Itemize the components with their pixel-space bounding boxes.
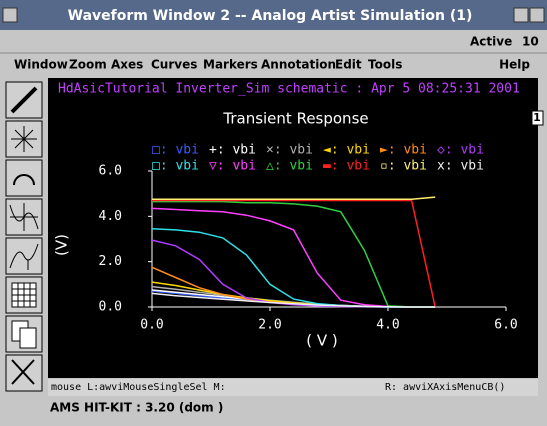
legend-entry: □: vbi <box>152 143 199 158</box>
minimize-button[interactable] <box>513 7 529 23</box>
menu-item[interactable]: Curves <box>151 58 197 72</box>
title-bar <box>0 0 547 30</box>
legend-entry: ▬: vbi <box>323 159 370 174</box>
tool-icon <box>11 126 37 152</box>
footer: AMS HIT-KIT : 3.20 (dom ) <box>50 401 223 415</box>
subwindow-number: 1 <box>533 111 541 124</box>
menu-bar: Window Zoom Axes Curves Markers AnnotationEdi… <box>14 58 402 72</box>
tool-icon <box>11 359 35 385</box>
legend-entry: △: vbi <box>266 159 313 174</box>
x-tick-label: 4.0 <box>376 318 399 333</box>
legend-entry: ◇: vbi <box>437 143 484 158</box>
active-count: 10 <box>522 35 539 49</box>
window-title: Waveform Window 2 -- Analog Artist Simul… <box>68 8 473 24</box>
menu-item[interactable]: Tools <box>368 58 402 72</box>
plot-header: HdAsicTutorial Inverter_Sim schematic : … <box>58 82 520 97</box>
menu-item[interactable]: Window <box>14 58 68 72</box>
menu-item[interactable]: Axes <box>111 58 143 72</box>
status-bar <box>48 379 538 396</box>
legend-entry: ◄: vbi <box>323 143 370 158</box>
active-label: Active <box>470 35 512 49</box>
tool-icon <box>9 243 39 270</box>
menu-item[interactable]: Edit <box>335 58 362 72</box>
y-axis-label: (V) <box>53 234 71 256</box>
tool-icon <box>12 283 36 307</box>
legend-entry: ▫: vbi <box>380 159 427 174</box>
menu-item[interactable]: Annotation <box>261 58 336 72</box>
y-tick-label: 6.0 <box>99 164 122 179</box>
legend-entry: □: vbi <box>152 159 199 174</box>
chart-title: Transient Response <box>222 110 368 128</box>
menu-item[interactable]: Markers <box>203 58 258 72</box>
menu-item[interactable]: Zoom <box>69 58 107 72</box>
window-menu-button[interactable] <box>2 7 18 23</box>
tool-icon <box>13 174 35 186</box>
y-tick-label: 4.0 <box>99 209 122 224</box>
x-tick-label: 0.0 <box>140 318 163 333</box>
status-left: mouse L:awviMouseSingleSel M: <box>51 382 226 393</box>
y-tick-label: 2.0 <box>99 254 122 269</box>
legend-entry: ×: vbi <box>266 143 313 158</box>
y-tick-label: 0.0 <box>99 300 122 315</box>
legend-entry: ▽: vbi <box>209 159 256 174</box>
tool-icon <box>9 203 39 231</box>
series-line <box>152 199 436 308</box>
series-line <box>152 196 436 201</box>
legend-entry: ►: vbi <box>380 143 427 158</box>
subwindow-box[interactable] <box>531 110 544 126</box>
chart: 0.0 2.0 4.0 6.0 0.0 2.0 4.0 6.0 □: vbi +: vbi ×: v… <box>99 143 518 333</box>
maximize-button[interactable] <box>529 7 545 23</box>
tool-button[interactable] <box>5 159 43 197</box>
x-tick-label: 2.0 <box>258 318 281 333</box>
legend-entry: +: vbi <box>209 143 256 158</box>
x-tick-label: 6.0 <box>494 318 517 333</box>
tool-icon <box>19 327 37 349</box>
series-line <box>151 292 436 308</box>
menu-help[interactable]: Help <box>499 58 530 72</box>
plot-area <box>48 78 538 378</box>
x-axis-label: ( V ) <box>306 332 338 350</box>
status-right: R: awviXAxisMenuCB() <box>385 382 505 393</box>
tool-icon <box>10 86 38 114</box>
legend-entry: x: vbi <box>437 159 484 174</box>
series-line <box>152 200 436 308</box>
toolbar <box>5 81 43 392</box>
